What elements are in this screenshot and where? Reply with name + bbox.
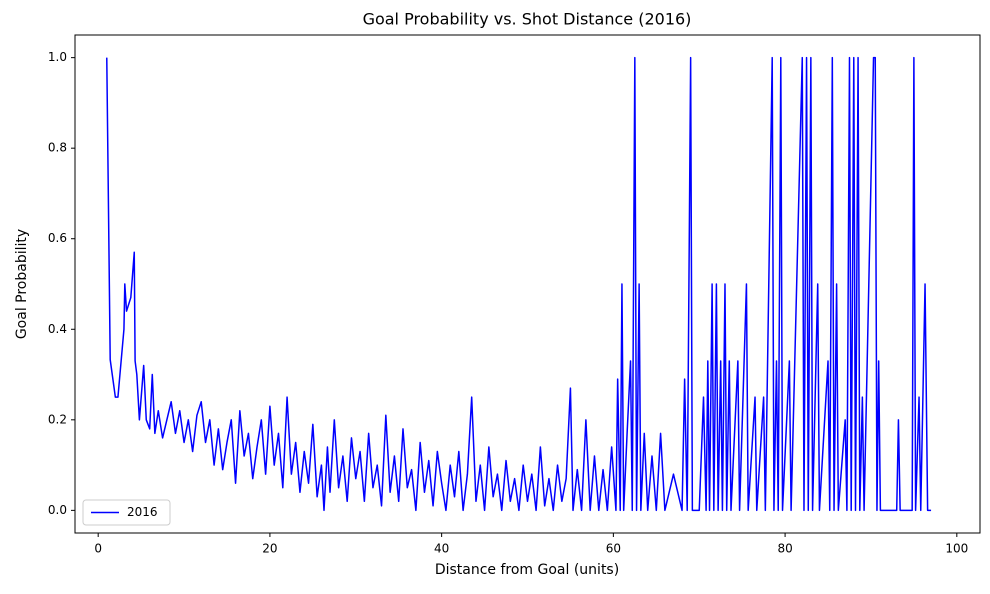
data-line <box>106 56 932 512</box>
x-tick-label: 20 <box>262 542 277 556</box>
y-tick-label: 1.0 <box>48 50 67 64</box>
x-tick-label: 100 <box>945 542 968 556</box>
y-tick-label: 0.6 <box>48 231 67 245</box>
y-tick-label: 0.8 <box>48 141 67 155</box>
y-tick-label: 0.4 <box>48 322 67 336</box>
x-tick-label: 0 <box>94 542 102 556</box>
x-tick-label: 60 <box>606 542 621 556</box>
legend-label: 2016 <box>127 505 158 519</box>
y-tick-label: 0.2 <box>48 412 67 426</box>
chart-title: Goal Probability vs. Shot Distance (2016… <box>363 10 692 29</box>
plot-frame <box>74 34 981 534</box>
y-tick-label: 0.0 <box>48 503 67 517</box>
x-tick-label: 80 <box>777 542 792 556</box>
x-tick-label: 40 <box>434 542 449 556</box>
legend-box <box>82 499 171 526</box>
y-axis-label: Goal Probability <box>14 229 30 339</box>
x-axis-label: Distance from Goal (units) <box>435 562 619 578</box>
